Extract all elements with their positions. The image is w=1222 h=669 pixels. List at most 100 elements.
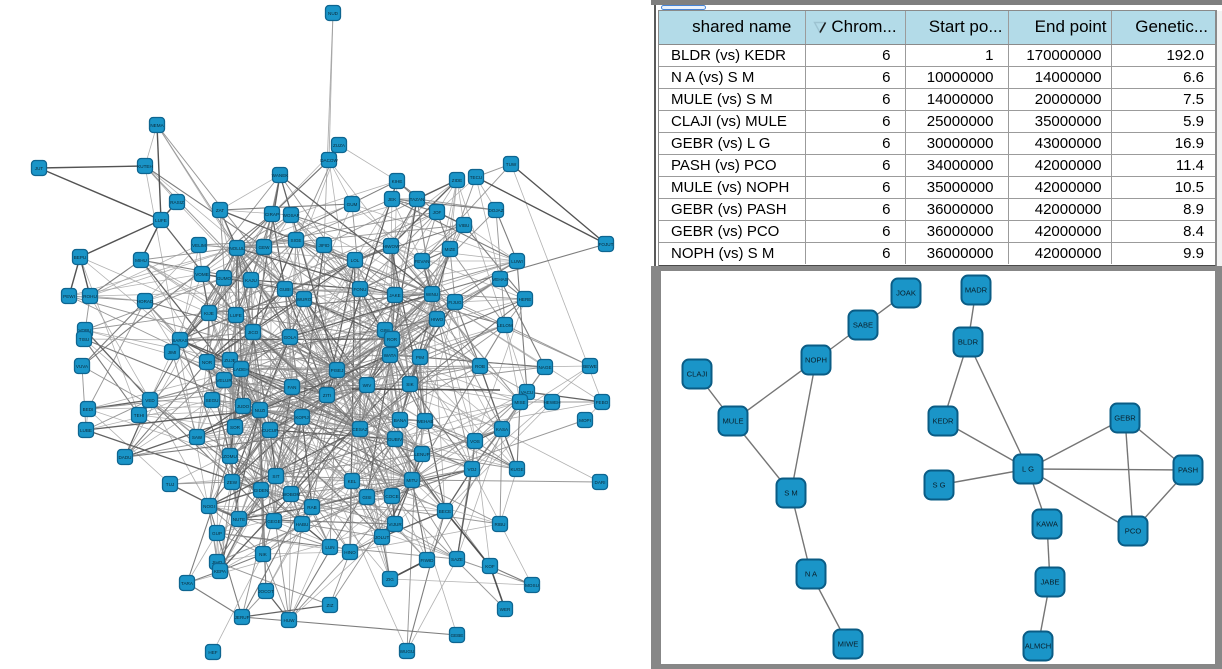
- svg-text:KUGE: KUGE: [510, 467, 523, 472]
- svg-text:RIBU: RIBU: [495, 522, 506, 527]
- svg-text:ROB: ROB: [475, 364, 485, 369]
- svg-text:ZOMU: ZOMU: [223, 454, 237, 459]
- svg-text:HIWO: HIWO: [431, 317, 444, 322]
- svg-text:MITU: MITU: [406, 478, 417, 483]
- svg-text:GIDEN: GIDEN: [254, 488, 269, 493]
- svg-text:JIFID: JIFID: [319, 243, 331, 248]
- svg-text:N A: N A: [805, 570, 818, 579]
- svg-text:FIWID: FIWID: [420, 558, 434, 563]
- svg-text:MOPI: MOPI: [579, 418, 591, 423]
- svg-text:GUM: GUM: [347, 202, 358, 207]
- svg-text:DARI: DARI: [595, 480, 606, 485]
- svg-text:SARAS: SARAS: [172, 338, 188, 343]
- svg-text:MIZE: MIZE: [445, 247, 456, 252]
- svg-text:KOF: KOF: [485, 564, 495, 569]
- svg-text:BEDI: BEDI: [83, 407, 94, 412]
- svg-text:ZITI: ZITI: [323, 393, 331, 398]
- svg-text:PEWI: PEWI: [63, 294, 75, 299]
- svg-text:BLDR: BLDR: [958, 338, 979, 347]
- svg-text:WIV: WIV: [363, 383, 373, 388]
- svg-text:VELUR: VELUR: [216, 378, 232, 383]
- svg-text:JOLUT: JOLUT: [375, 535, 390, 540]
- svg-text:BECE: BECE: [439, 509, 452, 514]
- svg-text:PCO: PCO: [1125, 527, 1142, 536]
- svg-text:JOAK: JOAK: [896, 289, 916, 298]
- svg-text:MADR: MADR: [965, 286, 988, 295]
- svg-text:TECU: TECU: [470, 175, 483, 180]
- svg-text:WEHAB: WEHAB: [417, 419, 434, 424]
- svg-text:VOBU: VOBU: [78, 328, 91, 333]
- svg-text:VOJ: VOJ: [468, 467, 477, 472]
- svg-text:NEMA: NEMA: [150, 123, 164, 128]
- svg-text:LADEH: LADEH: [233, 367, 248, 372]
- svg-text:VOME: VOME: [195, 272, 209, 277]
- svg-text:GEBE: GEBE: [451, 633, 464, 638]
- svg-text:TUJ: TUJ: [166, 482, 174, 487]
- svg-text:LUFE: LUFE: [230, 313, 242, 318]
- svg-text:JIHO: JIHO: [212, 560, 223, 565]
- svg-text:LUFE: LUFE: [155, 218, 167, 223]
- svg-text:LELOM: LELOM: [497, 323, 513, 328]
- svg-text:TARA: TARA: [181, 581, 194, 586]
- svg-text:ZAT: ZAT: [216, 208, 225, 213]
- svg-text:GEBR: GEBR: [1114, 414, 1136, 423]
- svg-text:VED: VED: [145, 398, 155, 403]
- svg-text:KASA: KASA: [496, 427, 509, 432]
- svg-text:ZUJE: ZUJE: [224, 358, 235, 363]
- svg-text:GISI: GISI: [362, 495, 371, 500]
- svg-text:NOLUL: NOLUL: [229, 246, 245, 251]
- svg-text:FAN: FAN: [288, 385, 297, 390]
- svg-text:SABE: SABE: [853, 321, 873, 330]
- svg-text:VUVA: VUVA: [76, 364, 89, 369]
- svg-text:MOSU: MOSU: [525, 583, 539, 588]
- svg-text:JICO: JICO: [248, 330, 259, 335]
- svg-text:LOL: LOL: [351, 258, 360, 263]
- svg-text:ZIZ: ZIZ: [327, 603, 334, 608]
- svg-text:MISE: MISE: [514, 400, 525, 405]
- svg-text:WOSAF: WOSAF: [283, 213, 300, 218]
- svg-text:JUT: JUT: [35, 166, 44, 171]
- svg-text:ZIDE: ZIDE: [452, 178, 462, 183]
- svg-text:WURO: WURO: [297, 297, 312, 302]
- svg-text:ROR: ROR: [387, 337, 398, 342]
- svg-text:CUCUP: CUCUP: [262, 428, 278, 433]
- svg-text:NAGE: NAGE: [538, 365, 551, 370]
- svg-text:ALMCH: ALMCH: [1025, 642, 1052, 651]
- svg-text:GOLA: GOLA: [284, 335, 298, 340]
- svg-text:KAJU: KAJU: [245, 278, 257, 283]
- svg-text:SOR: SOR: [230, 425, 241, 430]
- svg-text:DADU: DADU: [118, 455, 131, 460]
- svg-text:MIHU: MIHU: [135, 258, 147, 263]
- svg-text:CLAJI: CLAJI: [687, 370, 708, 379]
- svg-text:GUP: GUP: [212, 531, 222, 536]
- svg-text:KIJE: KIJE: [204, 311, 214, 316]
- svg-text:HEF: HEF: [208, 650, 217, 655]
- svg-text:JERUF: JERUF: [235, 615, 250, 620]
- svg-text:FEBO: FEBO: [596, 400, 609, 405]
- svg-text:SIGE: SIGE: [291, 238, 302, 243]
- svg-text:HINO: HINO: [344, 550, 356, 555]
- svg-text:S G: S G: [932, 481, 945, 490]
- svg-text:LENUP: LENUP: [414, 452, 429, 457]
- svg-text:TAZAN: TAZAN: [410, 197, 425, 202]
- svg-text:NOR: NOR: [202, 360, 213, 365]
- svg-text:CESAZ: CESAZ: [352, 427, 368, 432]
- svg-text:SIK: SIK: [406, 382, 414, 387]
- svg-text:HIWOW: HIWOW: [383, 244, 401, 249]
- svg-text:KAWA: KAWA: [1036, 520, 1059, 529]
- svg-text:PIM: PIM: [416, 355, 424, 360]
- svg-text:HERE: HERE: [519, 297, 532, 302]
- svg-text:BANA: BANA: [394, 418, 407, 423]
- svg-text:FONU: FONU: [353, 287, 366, 292]
- svg-text:COCE: COCE: [385, 494, 398, 499]
- svg-text:HEWEH: HEWEH: [543, 400, 560, 405]
- svg-text:WOBOM: WOBOM: [282, 492, 301, 497]
- svg-text:FOJUT: FOJUT: [599, 242, 614, 247]
- svg-text:KEPA: KEPA: [214, 569, 227, 574]
- svg-text:HUW: HUW: [284, 618, 296, 623]
- svg-text:CIRAP: CIRAP: [265, 212, 279, 217]
- svg-text:JUDO: JUDO: [237, 404, 250, 409]
- svg-text:WER: WER: [500, 607, 511, 612]
- svg-text:DOJAZ: DOJAZ: [488, 208, 503, 213]
- svg-text:WATA: WATA: [384, 353, 397, 358]
